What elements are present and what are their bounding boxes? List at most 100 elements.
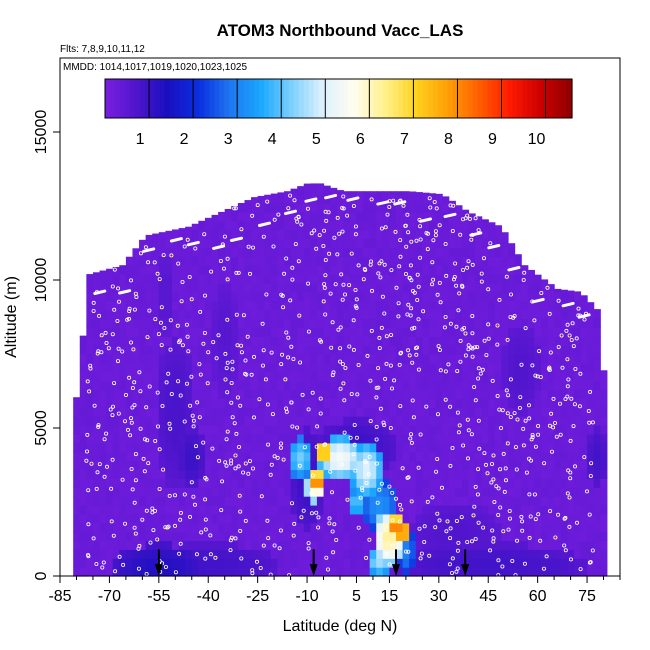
heatmap-cell (540, 504, 549, 515)
heatmap-cell (145, 345, 153, 355)
heatmap-cell (514, 407, 522, 417)
track-point (507, 516, 512, 521)
heatmap-cell (435, 300, 443, 311)
heatmap-cell (330, 567, 338, 577)
track-point (560, 365, 565, 370)
heatmap-cell (270, 265, 279, 275)
heatmap-cell (139, 513, 147, 524)
heatmap-cell (204, 354, 213, 364)
heatmap-cell (125, 300, 134, 311)
heatmap-cell (198, 256, 206, 266)
heatmap-cell (356, 487, 364, 497)
track-point (530, 432, 535, 437)
heatmap-cell (382, 442, 391, 453)
heatmap-cell (257, 416, 265, 426)
track-point (338, 386, 343, 391)
heatmap-cell (99, 345, 107, 355)
heatmap-cell (376, 442, 384, 453)
colorbar-segment (358, 79, 364, 118)
track-point (144, 405, 149, 410)
track-point (501, 451, 506, 456)
heatmap-cell (580, 549, 588, 559)
track-point (178, 541, 183, 546)
heatmap-cell (204, 407, 213, 417)
heatmap-cell (237, 309, 246, 320)
track-point (129, 466, 134, 471)
heatmap-cell (402, 433, 410, 444)
heatmap-cell (363, 416, 371, 426)
track-point (202, 232, 207, 237)
heatmap-cell (204, 229, 213, 240)
heatmap-cell (310, 354, 318, 364)
heatmap-cell (448, 247, 456, 257)
heatmap-cell (310, 291, 318, 302)
heatmap-cell (211, 540, 219, 550)
heatmap-cell (593, 478, 601, 488)
heatmap-cell (257, 282, 265, 293)
heatmap-cell (527, 336, 535, 346)
heatmap-cell (191, 389, 199, 399)
heatmap-cell (356, 416, 364, 426)
heatmap-cell (442, 265, 450, 275)
heatmap-cell (475, 327, 483, 337)
track-point (398, 254, 403, 259)
heatmap-cell (112, 478, 120, 488)
track-point (99, 350, 104, 355)
heatmap-cell (211, 389, 219, 399)
heatmap-cell (218, 336, 226, 346)
heatmap-cell (527, 469, 535, 479)
heatmap-cell (521, 567, 529, 577)
heatmap-cell (363, 371, 371, 382)
track-point (223, 377, 228, 382)
heatmap-cell (369, 460, 377, 471)
heatmap-cell (316, 309, 325, 320)
heatmap-cell (198, 567, 206, 577)
heatmap-cell (297, 318, 305, 328)
heatmap-cell (270, 211, 279, 222)
heatmap-cell (270, 389, 279, 399)
heatmap-cell (323, 469, 331, 479)
heatmap-cell (573, 567, 582, 577)
heatmap-cell (73, 460, 81, 471)
heatmap-cell (237, 540, 246, 550)
heatmap-cell (560, 345, 568, 355)
heatmap-cell (270, 460, 279, 471)
heatmap-cell (284, 549, 292, 559)
heatmap-cell (428, 442, 437, 453)
heatmap-cell (468, 256, 476, 266)
track-point (289, 400, 294, 405)
heatmap-cell (389, 256, 397, 266)
heatmap-cell (560, 540, 568, 550)
heatmap-cell (415, 211, 423, 222)
heatmap-cell (79, 336, 87, 346)
colorbar-segment (249, 79, 255, 118)
track-point (324, 218, 329, 223)
heatmap-cell (448, 336, 456, 346)
track-point (143, 245, 148, 250)
heatmap-cell (119, 531, 127, 542)
heatmap-cell (316, 282, 325, 293)
heatmap-cell (165, 380, 173, 391)
heatmap-cell (376, 540, 384, 550)
heatmap-cell (343, 513, 351, 524)
track-point (280, 352, 285, 357)
heatmap-cell (409, 309, 417, 320)
heatmap-cell (125, 540, 134, 550)
track-point (587, 560, 592, 565)
track-point (364, 555, 369, 560)
heatmap-cell (415, 220, 423, 231)
heatmap-cell (521, 291, 529, 302)
heatmap-cell (303, 345, 311, 355)
heatmap-cell (330, 238, 338, 249)
heatmap-cell (284, 265, 292, 275)
heatmap-cell (435, 354, 443, 364)
track-point (239, 556, 244, 561)
heatmap-cell (382, 451, 391, 462)
heatmap-cell (257, 265, 265, 275)
heatmap-cell (540, 416, 549, 426)
heatmap-cell (415, 451, 423, 462)
heatmap-cell (237, 522, 246, 533)
heatmap-cell (448, 549, 456, 559)
heatmap-cell (178, 487, 186, 497)
heatmap-cell (277, 194, 285, 204)
